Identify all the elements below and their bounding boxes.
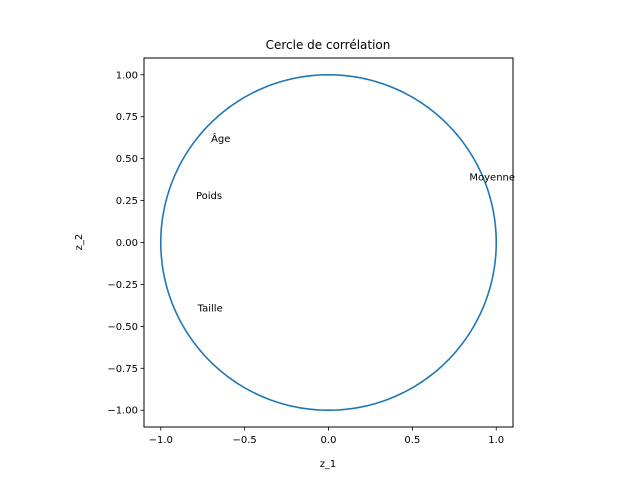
plot-area: Âge Poids Taille Moyenne xyxy=(143,57,515,428)
y-tick-label: 0.00 xyxy=(116,238,138,249)
annotation-label: Moyenne xyxy=(469,172,515,183)
annotation-label: Taille xyxy=(197,303,223,314)
y-tick-label: 1.00 xyxy=(116,70,138,81)
y-axis-label: z_2 xyxy=(74,234,85,251)
y-tick-label: −0.75 xyxy=(107,364,138,375)
chart-title: Cercle de corrélation xyxy=(266,38,391,52)
y-tick-label: −0.50 xyxy=(107,322,138,333)
x-axis: −1.0 −0.5 0.0 0.5 1.0 xyxy=(149,427,504,446)
correlation-circle xyxy=(159,73,498,412)
y-axis: −1.00 −0.75 −0.50 −0.25 0.00 0.25 0.50 0.75 1.00 xyxy=(107,70,144,417)
y-tick-label: 0.25 xyxy=(116,196,138,207)
x-tick-label: 1.0 xyxy=(488,435,504,446)
x-tick-label: −1.0 xyxy=(149,435,173,446)
y-tick-label: −1.00 xyxy=(107,406,138,417)
annotation-label: Poids xyxy=(196,191,222,202)
y-tick-label: −0.25 xyxy=(107,280,138,291)
x-tick-label: 0.5 xyxy=(404,435,420,446)
y-tick-label: 0.50 xyxy=(116,154,138,165)
x-tick-label: 0.0 xyxy=(321,435,337,446)
x-tick-label: −0.5 xyxy=(232,435,256,446)
plot-frame xyxy=(143,57,514,428)
y-tick-label: 0.75 xyxy=(116,112,138,123)
annotations: Âge Poids Taille Moyenne xyxy=(196,132,515,314)
annotation-label: Âge xyxy=(211,132,230,145)
x-axis-label: z_1 xyxy=(320,459,337,470)
